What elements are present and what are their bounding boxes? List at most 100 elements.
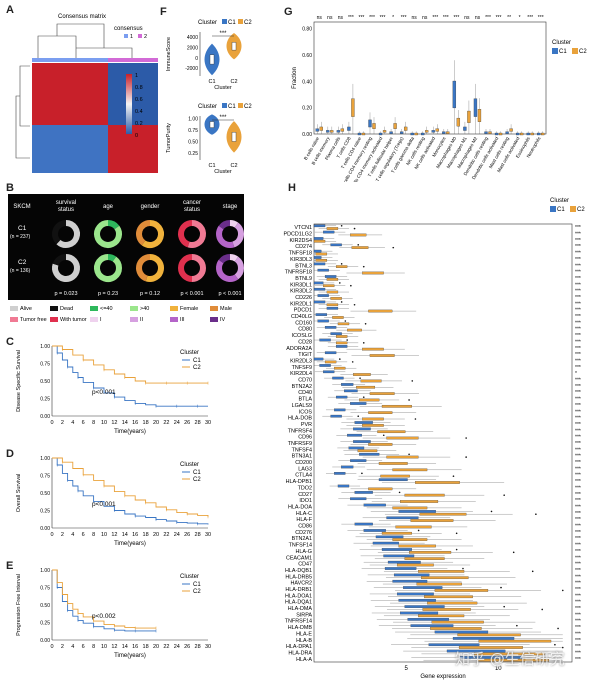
violin-legend-label: C1: [228, 20, 236, 26]
box-c1: [324, 275, 337, 278]
sig-label: ***: [575, 524, 581, 530]
gene-label: KIR2DL3: [290, 358, 312, 364]
y-tick-label: 0.75: [40, 586, 50, 592]
box-c1: [323, 370, 335, 374]
y-tick-label: 4000: [187, 35, 198, 41]
box-c1: [350, 459, 367, 462]
box-c2: [477, 658, 549, 662]
box-c2: [416, 582, 462, 586]
cluster-row-label: C1: [18, 225, 27, 232]
outlier-point: [357, 244, 360, 246]
box-c1: [336, 130, 341, 133]
x-tick-label: 30: [205, 532, 211, 538]
box-c2: [386, 455, 419, 459]
y-tick-label: 0.75: [40, 474, 50, 480]
box-c1: [348, 446, 365, 450]
x-tick-label: 28: [195, 420, 201, 426]
box-c1: [372, 541, 399, 545]
box-c1: [381, 548, 412, 551]
box-c2: [372, 123, 376, 129]
cluster-row-n: (n = 136): [10, 268, 30, 274]
sig-label: ***: [432, 15, 438, 21]
box-c1: [334, 472, 346, 475]
gene-label: TNFRSF9: [288, 441, 312, 447]
sig-label: ***: [575, 352, 581, 358]
sig-label: ***: [575, 511, 581, 517]
gene-label: HLA-DOB: [288, 416, 312, 422]
donut-segment: [145, 254, 164, 282]
sig-label: ***: [575, 390, 581, 396]
gene-label: CD28: [298, 339, 312, 345]
box-c1: [334, 408, 346, 412]
box-c1: [354, 491, 373, 494]
legend-label: With tumor: [60, 317, 87, 323]
consensus-legend-swatch-2: [138, 34, 142, 38]
sig-label: ***: [575, 416, 581, 422]
legend-swatch: [10, 306, 18, 311]
legend-label: IV: [220, 317, 226, 323]
gene-label: KIR3DL3: [290, 257, 312, 263]
x-tick-label: 2: [61, 532, 64, 538]
sig-label: ***: [527, 15, 533, 21]
legend-swatch: [572, 48, 578, 54]
clinical-pvalue: p < 0.001: [180, 291, 203, 297]
gene-label: HLA-DRA: [288, 650, 312, 656]
violin-legend-title: Cluster: [198, 104, 217, 110]
colorscale-tick: 0.2: [135, 121, 143, 127]
gene-label: HLA-F: [296, 517, 312, 523]
outlier-point: [359, 377, 361, 379]
plot-frame: [313, 21, 547, 135]
box-c2: [404, 557, 445, 560]
box-c1: [359, 452, 380, 456]
cluster-annotation-c1: [32, 58, 108, 62]
colorscale-tick: 0.4: [135, 109, 143, 115]
violin-box: [209, 121, 215, 128]
sig-label: **: [507, 15, 511, 21]
x-axis-label: Time(years): [114, 653, 146, 659]
sig-label: ***: [401, 15, 407, 21]
donut-segment: [94, 220, 122, 248]
sig-label: ***: [575, 339, 581, 345]
x-tick-label: 6: [82, 644, 85, 650]
sig-label: ***: [575, 593, 581, 599]
x-tick-label: 30: [205, 644, 211, 650]
watermark: 知乎 @生信研究: [455, 650, 565, 668]
gene-label: TIGIT: [298, 352, 312, 358]
consensus-matrix-panel: Consensus matrix consensus 1 2: [15, 14, 158, 173]
legend-swatch: [10, 317, 18, 322]
box-c1: [452, 637, 515, 640]
x-tick-label: 6: [82, 532, 85, 538]
legend-label: I: [100, 317, 102, 323]
box-c2: [313, 239, 326, 243]
km-legend-label: C1: [193, 582, 201, 588]
gene-label: CD276: [295, 530, 312, 536]
legend-swatch: [130, 317, 138, 322]
box-c1: [428, 643, 480, 647]
sig-label: ***: [359, 15, 365, 21]
box-c2: [403, 126, 408, 131]
clinical-table: SKCM survival status age gender cancer status s…: [8, 194, 244, 300]
gene-label: TNFSF9: [292, 365, 312, 371]
x-tick-label: 0: [50, 420, 53, 426]
sig-label: *: [575, 371, 577, 377]
box-c1: [326, 306, 339, 310]
x-tick-label: 10: [101, 644, 107, 650]
box-c2: [430, 627, 482, 630]
box-c2: [319, 126, 323, 131]
sig-label: ***: [575, 238, 581, 244]
box-c1: [313, 300, 326, 304]
box-c2: [362, 271, 384, 275]
box-c1: [347, 126, 351, 131]
x-tick-label: 14: [122, 644, 128, 650]
box-c2: [381, 404, 412, 408]
sig-label: ***: [575, 568, 581, 574]
gene-label: HLA-B: [296, 638, 312, 644]
y-tick-label: 1.00: [40, 568, 50, 574]
sig-label: ***: [575, 301, 581, 307]
gene-label: ICOSLG: [292, 333, 312, 339]
box-c1: [315, 313, 328, 316]
gene-label: CD80: [298, 327, 312, 333]
box-c1: [341, 465, 354, 469]
box-c2: [386, 436, 419, 440]
x-tick-label: 0: [50, 644, 53, 650]
